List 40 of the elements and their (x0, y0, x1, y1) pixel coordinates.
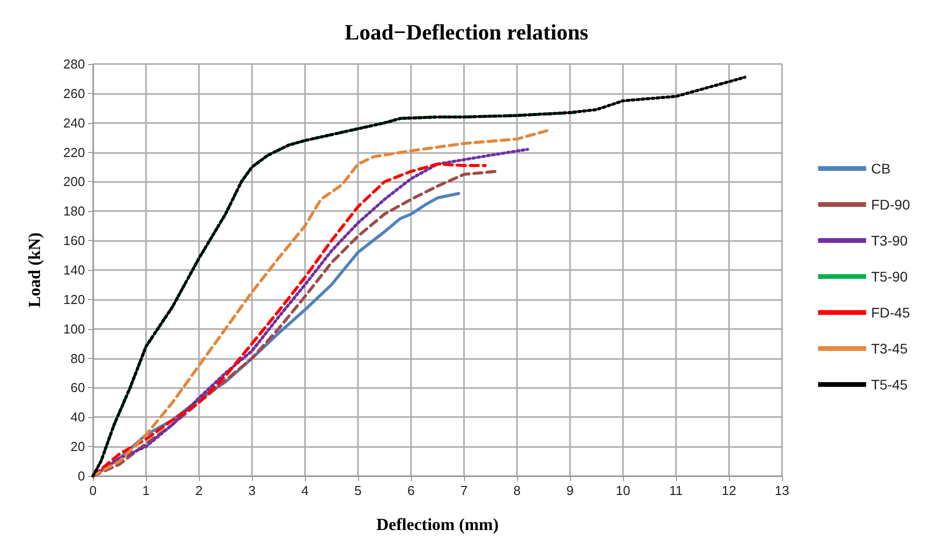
x-tick-label: 9 (566, 483, 574, 498)
y-tick-label: 0 (78, 468, 85, 484)
y-tick-label: 260 (63, 86, 85, 101)
y-tick-label: 40 (70, 410, 85, 425)
y-tick-label: 160 (63, 233, 85, 248)
x-tick-label: 5 (354, 483, 362, 498)
legend-label: T3-90 (871, 232, 908, 248)
y-tick-label: 240 (63, 115, 85, 130)
x-tick-label: 6 (407, 483, 415, 498)
x-tick-label: 11 (669, 483, 683, 498)
x-tick-label: 7 (460, 483, 468, 498)
x-tick-label: 13 (774, 483, 790, 498)
x-tick-label: 12 (722, 483, 736, 498)
legend-label: CB (871, 160, 891, 176)
x-tick-label: 10 (616, 483, 630, 498)
y-tick-label: 280 (63, 56, 85, 72)
legend-label: FD-45 (871, 304, 910, 320)
x-tick-label: 2 (195, 483, 203, 498)
line-series (92, 76, 746, 478)
y-tick-label: 60 (70, 380, 85, 396)
legend-label: T3-45 (871, 340, 908, 356)
legend-label: FD-90 (871, 196, 910, 212)
x-tick-label: 3 (248, 483, 256, 498)
y-tick-label: 100 (63, 321, 85, 336)
y-tick-label: 120 (63, 292, 85, 307)
y-axis-title: Load (kN) (25, 232, 44, 308)
y-tick-label: 140 (63, 262, 85, 278)
x-tick-label: 4 (301, 483, 309, 498)
chart-title: Load−Deflection relations (344, 20, 589, 44)
y-tick-label: 200 (63, 174, 85, 190)
x-axis-title: Deflectiom (mm) (376, 515, 499, 534)
legend-label: T5-90 (871, 268, 908, 284)
x-tick-label: 8 (513, 483, 521, 498)
legend-label: T5-45 (871, 376, 908, 392)
y-tick-label: 20 (70, 439, 85, 454)
y-tick-label: 180 (63, 204, 85, 219)
x-tick-label: 1 (142, 483, 150, 498)
y-tick-label: 80 (70, 350, 85, 366)
x-tick-label: 0 (89, 483, 97, 498)
y-tick-label: 220 (63, 144, 85, 160)
